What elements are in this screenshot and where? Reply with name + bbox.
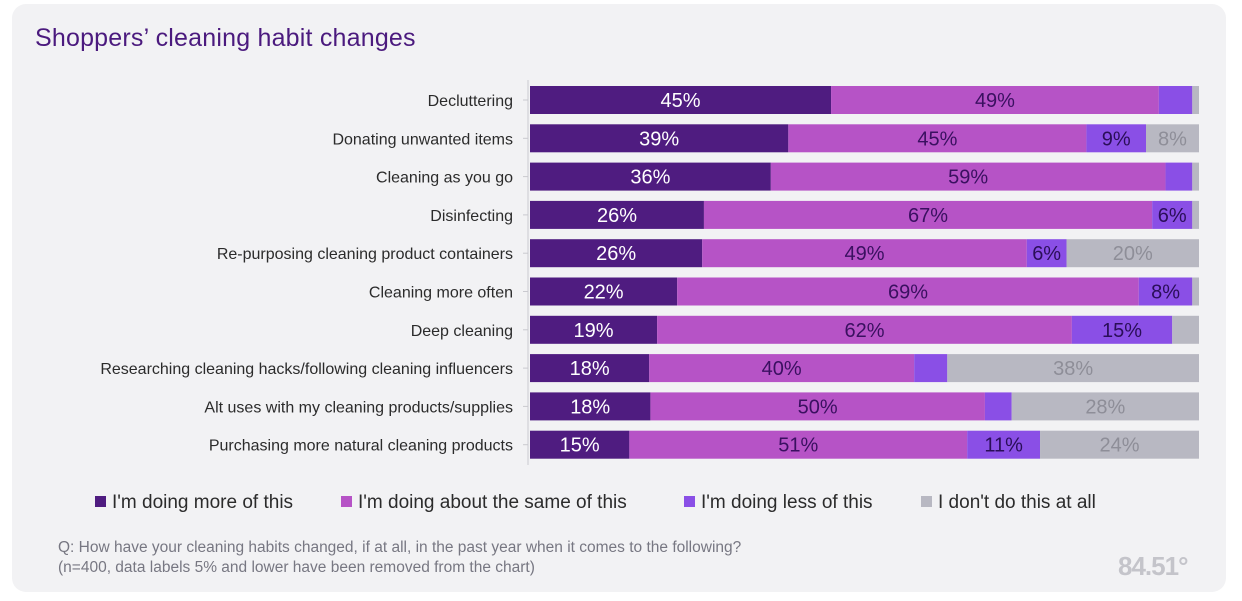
bar-segment <box>1152 200 1193 229</box>
bar-segment <box>1146 124 1199 153</box>
bar-segment <box>530 239 703 268</box>
bar-segment <box>703 200 1153 229</box>
bar-segment <box>770 162 1166 191</box>
data-label: 26% <box>597 205 637 227</box>
data-label: 49% <box>844 243 884 265</box>
bar-segment <box>530 315 658 344</box>
bar-segment <box>530 392 651 421</box>
data-label: 15% <box>1102 320 1142 342</box>
category-label: Purchasing more natural cleaning product… <box>209 438 513 455</box>
bar-segment <box>947 354 1199 383</box>
bar-segment <box>1071 315 1173 344</box>
category-label: Re-purposing cleaning product containers <box>217 246 513 263</box>
bar-segment <box>788 124 1087 153</box>
data-label: 36% <box>630 167 670 189</box>
data-label: 11% <box>984 435 1023 457</box>
bar-segment <box>1192 277 1199 306</box>
category-label: Cleaning as you go <box>376 170 513 187</box>
category-label: Decluttering <box>428 93 513 110</box>
data-label: 50% <box>798 396 838 418</box>
data-label: 67% <box>908 205 948 227</box>
data-label: 18% <box>570 358 610 380</box>
data-label: 18% <box>570 396 610 418</box>
bar-segment <box>530 200 704 229</box>
bar-segment <box>1192 86 1199 114</box>
bar-segment <box>649 354 915 383</box>
legend-item-more: I'm doing more of this <box>95 492 293 514</box>
bar-segment <box>650 392 985 421</box>
bar-segment <box>831 86 1159 114</box>
category-label: Cleaning more often <box>369 285 513 302</box>
bar-segment <box>967 430 1041 459</box>
legend-swatch-less <box>684 496 695 507</box>
bar-segment <box>657 315 1072 344</box>
legend-swatch-more <box>95 496 106 507</box>
legend-swatch-none <box>921 496 932 507</box>
bar-segment <box>1086 124 1147 153</box>
data-label: 8% <box>1158 128 1187 150</box>
legend-label-more: I'm doing more of this <box>112 492 294 513</box>
bar-segment <box>1158 86 1193 114</box>
data-label: 28% <box>1085 396 1125 418</box>
legend-label-same: I'm doing about the same of this <box>358 492 627 513</box>
data-label: 9% <box>1102 128 1131 150</box>
bar-segment <box>1192 200 1199 229</box>
data-label: 62% <box>844 320 884 342</box>
bar-segment <box>1138 277 1193 306</box>
bar-segment <box>530 354 650 383</box>
bar-segment <box>1165 162 1193 191</box>
legend-label-less: I'm doing less of this <box>701 492 873 513</box>
category-label: Alt uses with my cleaning products/suppl… <box>204 399 513 416</box>
brand-logo: 84.51° <box>1118 551 1188 581</box>
bar-segment <box>914 354 948 383</box>
bar-segment <box>1172 315 1199 344</box>
data-label: 69% <box>888 282 928 304</box>
footnote-question: Q: How have your cleaning habits changed… <box>58 539 742 556</box>
bar-segment <box>530 86 832 114</box>
data-label: 59% <box>948 167 988 189</box>
footnote: Q: How have your cleaning habits changed… <box>58 538 741 578</box>
data-label: 49% <box>975 90 1015 112</box>
bar-segment <box>984 392 1012 421</box>
data-label: 39% <box>639 128 679 150</box>
data-label: 45% <box>661 90 701 112</box>
data-label: 8% <box>1151 282 1180 304</box>
bar-segment <box>1011 392 1199 421</box>
bar-segment <box>530 430 630 459</box>
legend-item-none: I don't do this at all <box>921 492 1096 514</box>
data-label: 6% <box>1032 243 1061 265</box>
category-label: Donating unwanted items <box>332 131 513 148</box>
bar-segment <box>702 239 1027 268</box>
data-label: 20% <box>1113 243 1153 265</box>
data-label: 19% <box>574 320 614 342</box>
bar-segment <box>530 124 789 153</box>
data-label: 26% <box>596 243 636 265</box>
data-label: 51% <box>778 435 818 457</box>
data-label: 6% <box>1158 205 1187 227</box>
data-label: 24% <box>1099 435 1139 457</box>
bar-segment <box>1026 239 1067 268</box>
bar-segment <box>530 277 678 306</box>
legend-item-less: I'm doing less of this <box>684 492 873 514</box>
footnote-note: (n=400, data labels 5% and lower have be… <box>58 559 535 576</box>
bar-segment <box>629 430 968 459</box>
bar-segment <box>677 277 1139 306</box>
bar-segment <box>1192 162 1199 191</box>
legend-swatch-same <box>341 496 352 507</box>
chart-title: Shoppers’ cleaning habit changes <box>35 24 416 52</box>
data-label: 22% <box>584 282 624 304</box>
bar-segment <box>1040 430 1199 459</box>
data-label: 40% <box>762 358 802 380</box>
data-label: 45% <box>917 128 957 150</box>
data-label: 15% <box>560 435 600 457</box>
category-label: Disinfecting <box>430 208 513 225</box>
category-label: Researching cleaning hacks/following cle… <box>100 361 513 378</box>
legend-label-none: I don't do this at all <box>938 492 1096 513</box>
category-label: Deep cleaning <box>411 323 513 340</box>
bar-segment <box>1066 239 1199 268</box>
legend-item-same: I'm doing about the same of this <box>341 492 627 514</box>
bar-segment <box>530 162 771 191</box>
data-label: 38% <box>1053 358 1093 380</box>
